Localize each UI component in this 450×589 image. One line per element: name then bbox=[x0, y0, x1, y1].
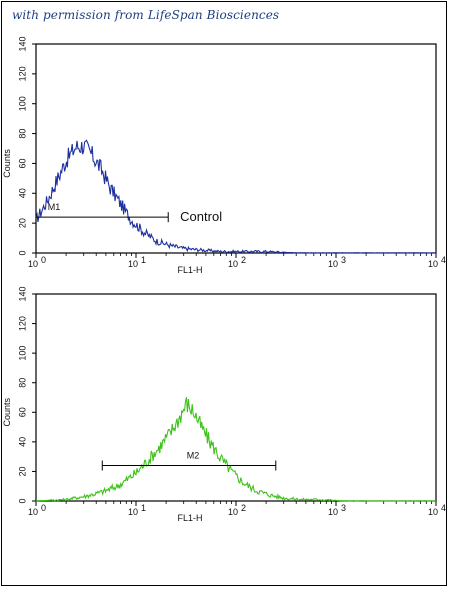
histogram-series-line bbox=[36, 397, 437, 502]
x-tick-label: 10 bbox=[428, 259, 438, 269]
x-tick-exponent: 1 bbox=[141, 503, 146, 513]
y-tick-label: 0 bbox=[17, 498, 27, 503]
x-axis-title: FL1-H bbox=[177, 513, 202, 523]
x-tick-exponent: 4 bbox=[441, 503, 446, 513]
x-tick-label: 10 bbox=[28, 259, 38, 269]
x-tick-exponent: 0 bbox=[41, 503, 46, 513]
x-tick-label: 10 bbox=[328, 259, 338, 269]
x-tick-exponent: 4 bbox=[441, 255, 446, 265]
x-tick-exponent: 3 bbox=[341, 255, 346, 265]
x-tick-exponent: 3 bbox=[341, 503, 346, 513]
x-tick-label: 10 bbox=[328, 507, 338, 517]
x-tick-label: 10 bbox=[128, 259, 138, 269]
x-tick-exponent: 1 bbox=[141, 255, 146, 265]
y-tick-label: 140 bbox=[17, 36, 27, 51]
plot-frame bbox=[35, 43, 437, 254]
x-tick-exponent: 0 bbox=[41, 255, 46, 265]
watermark-text: with permission from LifeSpan Bioscience… bbox=[12, 8, 280, 22]
y-tick-label: 120 bbox=[17, 66, 27, 81]
y-tick-label: 20 bbox=[17, 218, 27, 228]
x-tick-exponent: 2 bbox=[241, 255, 246, 265]
y-tick-label: 80 bbox=[17, 129, 27, 139]
histogram-series-line bbox=[35, 139, 437, 254]
y-tick-label: 40 bbox=[17, 188, 27, 198]
y-tick-label: 40 bbox=[17, 437, 27, 447]
y-tick-label: 80 bbox=[17, 378, 27, 388]
x-tick-exponent: 2 bbox=[241, 503, 246, 513]
x-tick-label: 10 bbox=[228, 259, 238, 269]
x-tick-label: 10 bbox=[128, 507, 138, 517]
y-tick-label: 100 bbox=[17, 96, 27, 111]
y-tick-label: 140 bbox=[17, 286, 27, 301]
x-tick-label: 10 bbox=[228, 507, 238, 517]
y-axis-title: Counts bbox=[2, 149, 12, 178]
y-tick-label: 0 bbox=[17, 250, 27, 255]
gate-label: M1 bbox=[48, 202, 61, 212]
y-tick-label: 20 bbox=[17, 466, 27, 476]
y-axis-title: Counts bbox=[2, 398, 12, 427]
gate-label: M2 bbox=[187, 451, 200, 461]
x-axis-title: FL1-H bbox=[177, 265, 202, 275]
y-tick-label: 100 bbox=[17, 346, 27, 361]
x-tick-label: 10 bbox=[428, 507, 438, 517]
y-tick-label: 60 bbox=[17, 407, 27, 417]
y-tick-label: 120 bbox=[17, 316, 27, 331]
plot-frame bbox=[35, 293, 437, 502]
y-tick-label: 60 bbox=[17, 158, 27, 168]
control-annotation: Control bbox=[180, 209, 222, 224]
x-tick-label: 10 bbox=[28, 507, 38, 517]
